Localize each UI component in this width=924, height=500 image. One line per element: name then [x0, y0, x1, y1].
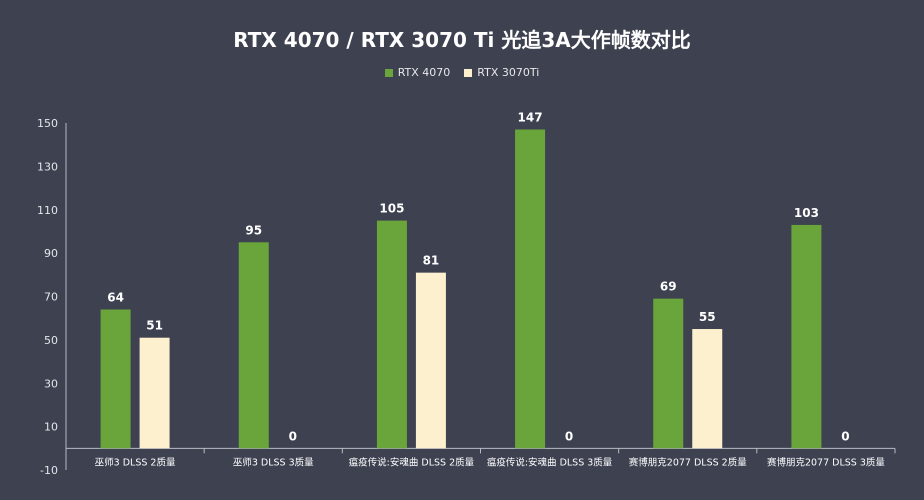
- bar-rtx3070ti: [139, 337, 170, 449]
- data-label: 95: [245, 223, 262, 237]
- y-tick-label: 90: [44, 247, 58, 260]
- data-label: 0: [841, 429, 849, 443]
- bar-rtx4070: [515, 129, 546, 449]
- data-label: 69: [660, 280, 677, 294]
- x-tick-label: 瘟疫传说:安魂曲 DLSS 3质量: [487, 456, 613, 468]
- x-tick-label: 赛博朋克2077 DLSS 3质量: [767, 456, 885, 468]
- y-tick-label: 150: [37, 117, 58, 130]
- y-tick-label: 130: [37, 160, 58, 173]
- chart-title: RTX 4070 / RTX 3070 Ti 光追3A大作帧数对比: [233, 28, 691, 52]
- x-tick-label: 巫师3 DLSS 3质量: [233, 456, 314, 468]
- data-label: 81: [423, 254, 440, 268]
- bar-rtx4070: [100, 309, 131, 449]
- legend-item-rtx3070ti: RTX 3070Ti: [464, 66, 539, 79]
- data-label: 64: [107, 291, 124, 305]
- data-label: 55: [699, 310, 716, 324]
- bar-rtx4070: [376, 220, 407, 449]
- x-tick-label: 瘟疫传说:安魂曲 DLSS 2质量: [349, 456, 475, 468]
- bar-rtx4070: [791, 224, 822, 449]
- y-tick-label: 50: [44, 334, 58, 347]
- data-label: 105: [379, 202, 404, 216]
- y-tick-label: 10: [44, 421, 58, 434]
- legend-label-rtx3070ti: RTX 3070Ti: [477, 66, 540, 79]
- data-label: 51: [146, 319, 163, 333]
- bar-rtx4070: [653, 298, 684, 449]
- bar-rtx4070: [238, 242, 269, 449]
- bar-rtx3070ti: [415, 272, 446, 449]
- y-tick-label: 30: [44, 377, 58, 390]
- legend-swatch-rtx3070ti: [464, 68, 473, 77]
- x-tick-label: 赛博朋克2077 DLSS 2质量: [629, 456, 747, 468]
- legend-label-rtx4070: RTX 4070: [397, 66, 451, 79]
- legend-item-rtx4070: RTX 4070: [384, 66, 451, 79]
- y-tick-label: 110: [37, 204, 58, 217]
- data-label: 103: [794, 206, 819, 220]
- y-tick-label: 70: [44, 291, 58, 304]
- legend-swatch-rtx4070: [384, 68, 393, 77]
- y-tick-label: -10: [40, 464, 58, 477]
- legend: RTX 4070 RTX 3070Ti: [0, 66, 924, 79]
- data-label: 147: [518, 111, 543, 125]
- x-tick-label: 巫师3 DLSS 2质量: [95, 456, 176, 468]
- bar-rtx3070ti: [692, 329, 723, 449]
- data-label: 0: [289, 429, 297, 443]
- data-label: 0: [565, 429, 573, 443]
